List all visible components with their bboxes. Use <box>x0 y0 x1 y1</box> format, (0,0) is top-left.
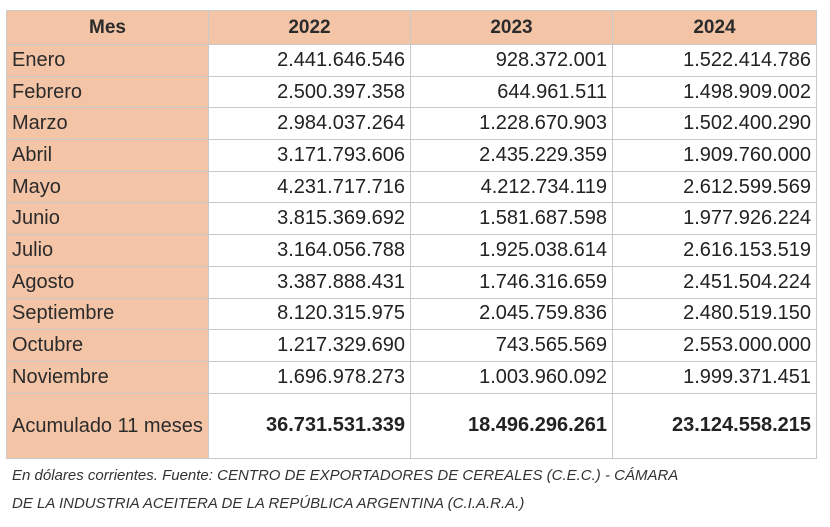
month-cell: Noviembre <box>6 360 209 394</box>
value-cell: 2.500.397.358 <box>208 75 411 109</box>
value-cell: 2.435.229.359 <box>410 139 613 172</box>
value-cell: 1.522.414.786 <box>612 44 817 77</box>
table-row: Septiembre 8.120.315.975 2.045.759.836 2.48… <box>6 297 817 331</box>
table-row: Junio 3.815.369.692 1.581.687.598 1.977.926… <box>6 202 817 236</box>
source-footnote: En dólares corrientes. Fuente: CENTRO DE… <box>12 462 812 518</box>
header-row: Mes 2022 2023 2024 <box>6 10 817 45</box>
month-cell: Junio <box>6 202 209 236</box>
header-mes: Mes <box>6 10 209 45</box>
table-row: Febrero 2.500.397.358 644.961.511 1.498.909… <box>6 75 817 109</box>
month-cell: Febrero <box>6 75 209 109</box>
value-cell: 2.441.646.546 <box>208 44 411 77</box>
header-2024: 2024 <box>612 10 817 45</box>
month-cell: Enero <box>6 44 209 77</box>
value-cell: 1.977.926.224 <box>612 202 817 236</box>
value-cell: 3.164.056.788 <box>208 234 411 267</box>
value-cell: 1.498.909.002 <box>612 75 817 109</box>
value-cell: 2.480.519.150 <box>612 297 817 331</box>
table-row: Agosto 3.387.888.431 1.746.316.659 2.451.50… <box>6 265 817 299</box>
month-cell: Octubre <box>6 329 209 362</box>
value-cell: 1.696.978.273 <box>208 360 411 394</box>
value-cell: 4.231.717.716 <box>208 170 411 204</box>
header-2023: 2023 <box>410 10 613 45</box>
value-cell: 1.925.038.614 <box>410 234 613 267</box>
value-cell: 1.999.371.451 <box>612 360 817 394</box>
table-row: Octubre 1.217.329.690 743.565.569 2.553.000… <box>6 329 817 362</box>
value-cell: 644.961.511 <box>410 75 613 109</box>
value-cell: 1.217.329.690 <box>208 329 411 362</box>
table-row: Julio 3.164.056.788 1.925.038.614 2.616.153… <box>6 234 817 267</box>
table-row: Enero 2.441.646.546 928.372.001 1.522.414.7… <box>6 44 817 77</box>
value-cell: 1.003.960.092 <box>410 360 613 394</box>
table-row: Abril 3.171.793.606 2.435.229.359 1.909.760… <box>6 139 817 172</box>
month-cell: Abril <box>6 139 209 172</box>
value-cell: 2.984.037.264 <box>208 107 411 141</box>
month-cell: Marzo <box>6 107 209 141</box>
table-row: Mayo 4.231.717.716 4.212.734.119 2.612.599.… <box>6 170 817 204</box>
month-cell: Agosto <box>6 265 209 299</box>
value-cell: 1.228.670.903 <box>410 107 613 141</box>
month-cell: Mayo <box>6 170 209 204</box>
value-cell: 2.553.000.000 <box>612 329 817 362</box>
value-cell: 743.565.569 <box>410 329 613 362</box>
total-value-cell: 36.731.531.339 <box>208 392 411 459</box>
exports-table: Mes 2022 2023 2024 Enero 2.441.646.546 928… <box>6 10 817 459</box>
total-value-cell: 18.496.296.261 <box>410 392 613 459</box>
value-cell: 3.815.369.692 <box>208 202 411 236</box>
value-cell: 928.372.001 <box>410 44 613 77</box>
value-cell: 1.909.760.000 <box>612 139 817 172</box>
footnote-line-1: En dólares corrientes. Fuente: CENTRO DE… <box>12 467 679 484</box>
value-cell: 3.171.793.606 <box>208 139 411 172</box>
value-cell: 2.045.759.836 <box>410 297 613 331</box>
table-row: Noviembre 1.696.978.273 1.003.960.092 1.999… <box>6 360 817 394</box>
value-cell: 1.746.316.659 <box>410 265 613 299</box>
footnote-line-2: DE LA INDUSTRIA ACEITERA DE LA REPÚBLICA… <box>12 495 525 512</box>
total-row: Acumulado 11 meses 36.731.531.339 18.496.2… <box>6 392 817 459</box>
month-cell: Septiembre <box>6 297 209 331</box>
value-cell: 2.616.153.519 <box>612 234 817 267</box>
value-cell: 3.387.888.431 <box>208 265 411 299</box>
value-cell: 1.581.687.598 <box>410 202 613 236</box>
header-2022: 2022 <box>208 10 411 45</box>
total-label-cell: Acumulado 11 meses <box>6 392 209 459</box>
value-cell: 8.120.315.975 <box>208 297 411 331</box>
value-cell: 4.212.734.119 <box>410 170 613 204</box>
value-cell: 2.612.599.569 <box>612 170 817 204</box>
month-cell: Julio <box>6 234 209 267</box>
value-cell: 1.502.400.290 <box>612 107 817 141</box>
value-cell: 2.451.504.224 <box>612 265 817 299</box>
table-row: Marzo 2.984.037.264 1.228.670.903 1.502.400… <box>6 107 817 141</box>
total-value-cell: 23.124.558.215 <box>612 392 817 459</box>
